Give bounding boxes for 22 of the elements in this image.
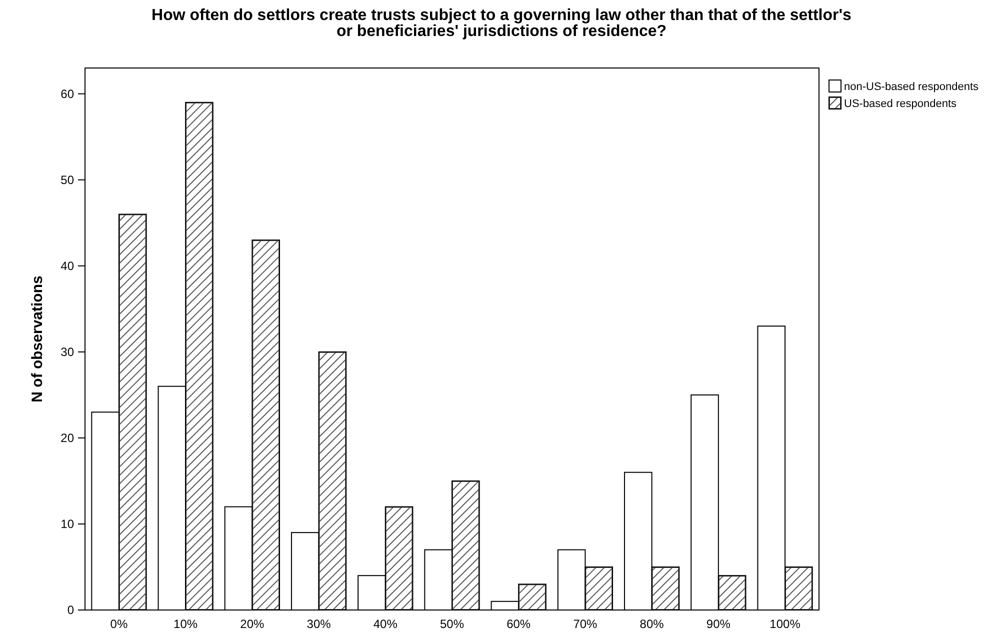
chart-title: How often do settlors create trusts subject to a governing law other than that of the settlor's or beneficiaries' jurisdictions of residence? [152,7,852,40]
x-tick-label: 70% [573,617,598,631]
y-tick-label: 0 [67,603,74,618]
y-tick-label: 30 [60,345,74,360]
x-tick-label: 60% [506,617,531,631]
x-tick-label: 30% [306,617,332,631]
x-tick-label: 80% [640,617,664,631]
y-tick-label: 20 [60,431,74,446]
legend-label: US-based respondents [844,98,958,110]
y-tick-label: 60 [60,87,74,102]
x-tick-label: 20% [240,617,265,631]
y-tick-label: 40 [60,259,74,274]
x-tick-label: 90% [706,617,731,631]
x-tick-label: 10% [174,617,198,631]
x-tick-label: 0% [110,617,128,631]
y-tick-label: 10 [60,517,74,532]
x-tick-label: 100% [770,617,801,631]
x-tick-label: 50% [440,617,464,631]
legend-label: non-US-based respondents [844,81,980,93]
y-axis-title: N of observations [29,276,46,402]
x-tick-label: 40% [373,617,398,631]
y-tick-label: 50 [60,173,74,188]
